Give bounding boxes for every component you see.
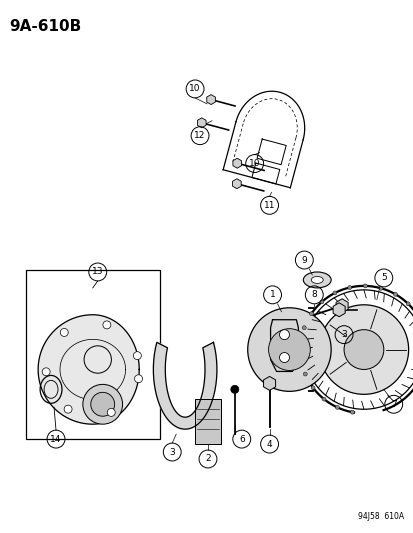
Circle shape (247, 308, 330, 391)
Circle shape (83, 384, 122, 424)
Circle shape (318, 305, 408, 394)
Text: 3: 3 (340, 330, 346, 339)
Bar (26, 270, 160, 439)
Circle shape (393, 292, 396, 296)
Circle shape (230, 385, 238, 393)
Text: 13: 13 (92, 268, 103, 277)
Circle shape (64, 405, 72, 413)
Circle shape (405, 302, 409, 306)
Circle shape (303, 372, 306, 376)
Circle shape (350, 410, 354, 414)
Text: 3: 3 (169, 448, 175, 457)
Text: 94J58  610A: 94J58 610A (357, 512, 403, 521)
Text: 6: 6 (238, 434, 244, 443)
Ellipse shape (311, 277, 323, 284)
Polygon shape (270, 320, 298, 372)
Text: 4: 4 (266, 440, 272, 449)
Bar (195, 399, 221, 444)
Circle shape (363, 284, 366, 288)
Circle shape (279, 352, 289, 362)
Text: 10: 10 (248, 159, 260, 168)
Text: 9A-610B: 9A-610B (9, 19, 81, 34)
Circle shape (343, 330, 383, 369)
Text: 2: 2 (205, 455, 210, 464)
Circle shape (335, 406, 339, 409)
Circle shape (133, 352, 141, 360)
Text: 11: 11 (263, 201, 275, 210)
Circle shape (279, 330, 289, 340)
Circle shape (298, 357, 302, 361)
Text: 10: 10 (189, 84, 200, 93)
Circle shape (42, 368, 50, 376)
Circle shape (268, 329, 310, 370)
Text: 5: 5 (380, 273, 386, 282)
Circle shape (134, 375, 142, 383)
Circle shape (90, 392, 114, 416)
Text: 8: 8 (311, 290, 316, 300)
Text: 9: 9 (301, 255, 306, 264)
Circle shape (60, 328, 68, 336)
Circle shape (310, 386, 314, 390)
Circle shape (319, 300, 323, 304)
Text: 7: 7 (390, 400, 396, 409)
Circle shape (301, 326, 306, 330)
Circle shape (332, 291, 336, 295)
Text: 1: 1 (269, 290, 275, 300)
Circle shape (321, 397, 325, 401)
Circle shape (103, 321, 111, 329)
Polygon shape (38, 315, 139, 424)
Circle shape (378, 286, 382, 290)
Circle shape (298, 341, 302, 345)
Circle shape (347, 286, 351, 289)
Text: 12: 12 (194, 131, 205, 140)
Circle shape (107, 408, 115, 416)
Text: 14: 14 (50, 434, 62, 443)
Ellipse shape (303, 272, 330, 288)
Polygon shape (153, 342, 216, 429)
Circle shape (309, 312, 313, 316)
